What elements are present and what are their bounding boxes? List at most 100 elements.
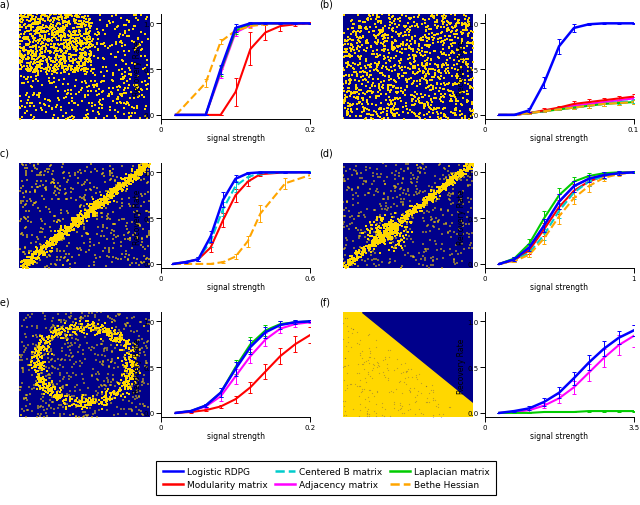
Point [71,335,81,343]
Point [345,103,355,111]
Point [36,40,47,48]
Point [46,162,56,170]
Point [435,75,445,83]
Point [399,218,409,226]
Point [71,46,81,55]
Point [61,179,72,187]
Point [371,35,381,43]
Point [141,207,151,215]
Point [456,177,467,185]
Point [63,257,74,265]
Point [36,361,47,369]
Point [433,31,443,39]
Point [113,185,123,193]
Point [15,50,26,59]
Point [62,40,72,48]
Point [107,193,117,201]
Point [60,255,70,263]
Point [377,235,387,243]
Point [356,250,367,259]
Point [118,379,128,387]
Point [84,20,95,28]
Point [84,16,95,24]
Point [380,374,390,382]
Point [75,218,85,226]
Point [404,32,414,40]
Point [385,220,396,228]
Point [30,189,40,197]
Point [62,390,72,398]
Point [394,173,404,181]
Point [84,344,94,352]
Point [65,36,75,44]
Point [83,230,93,238]
Point [42,59,52,67]
Point [118,31,128,39]
Point [365,93,375,102]
Point [452,67,463,75]
Point [90,350,100,358]
Point [47,335,58,343]
Point [129,82,140,90]
Point [32,344,42,352]
Point [77,214,88,222]
Point [372,235,383,243]
Point [135,319,145,327]
Point [55,45,65,54]
Point [468,163,478,171]
Point [63,176,73,184]
Point [83,31,93,39]
Point [56,57,67,65]
Point [60,392,70,400]
Point [422,222,433,230]
Point [124,350,134,359]
Point [126,89,136,97]
Point [111,62,121,70]
Point [135,369,145,377]
Point [389,16,399,24]
Point [378,72,388,80]
Point [32,48,42,56]
Point [384,102,394,110]
Point [352,100,362,109]
Point [78,326,88,334]
Point [33,372,43,380]
Point [424,93,435,101]
Point [109,336,119,344]
Point [393,89,403,97]
Point [361,177,371,185]
Point [28,340,38,348]
Point [40,40,51,48]
Point [439,185,449,193]
Point [355,60,365,68]
Point [455,90,465,98]
Point [107,189,117,197]
Point [45,374,56,382]
Point [135,115,145,123]
Point [61,325,71,333]
Point [124,114,134,122]
Point [17,54,28,62]
Point [385,97,395,105]
Point [88,344,99,352]
Point [445,37,456,45]
Point [65,331,75,339]
Point [35,246,45,255]
Point [32,358,42,366]
Point [28,260,38,268]
Point [123,178,133,186]
Point [79,401,90,409]
Point [40,316,50,324]
Point [357,248,367,257]
Point [379,231,389,239]
Point [353,184,364,192]
Point [458,167,468,175]
Point [354,370,364,378]
Point [27,24,37,32]
Point [464,164,474,172]
Point [49,217,59,225]
Point [40,32,50,40]
Point [428,14,438,22]
Point [410,393,420,401]
Point [402,78,412,86]
